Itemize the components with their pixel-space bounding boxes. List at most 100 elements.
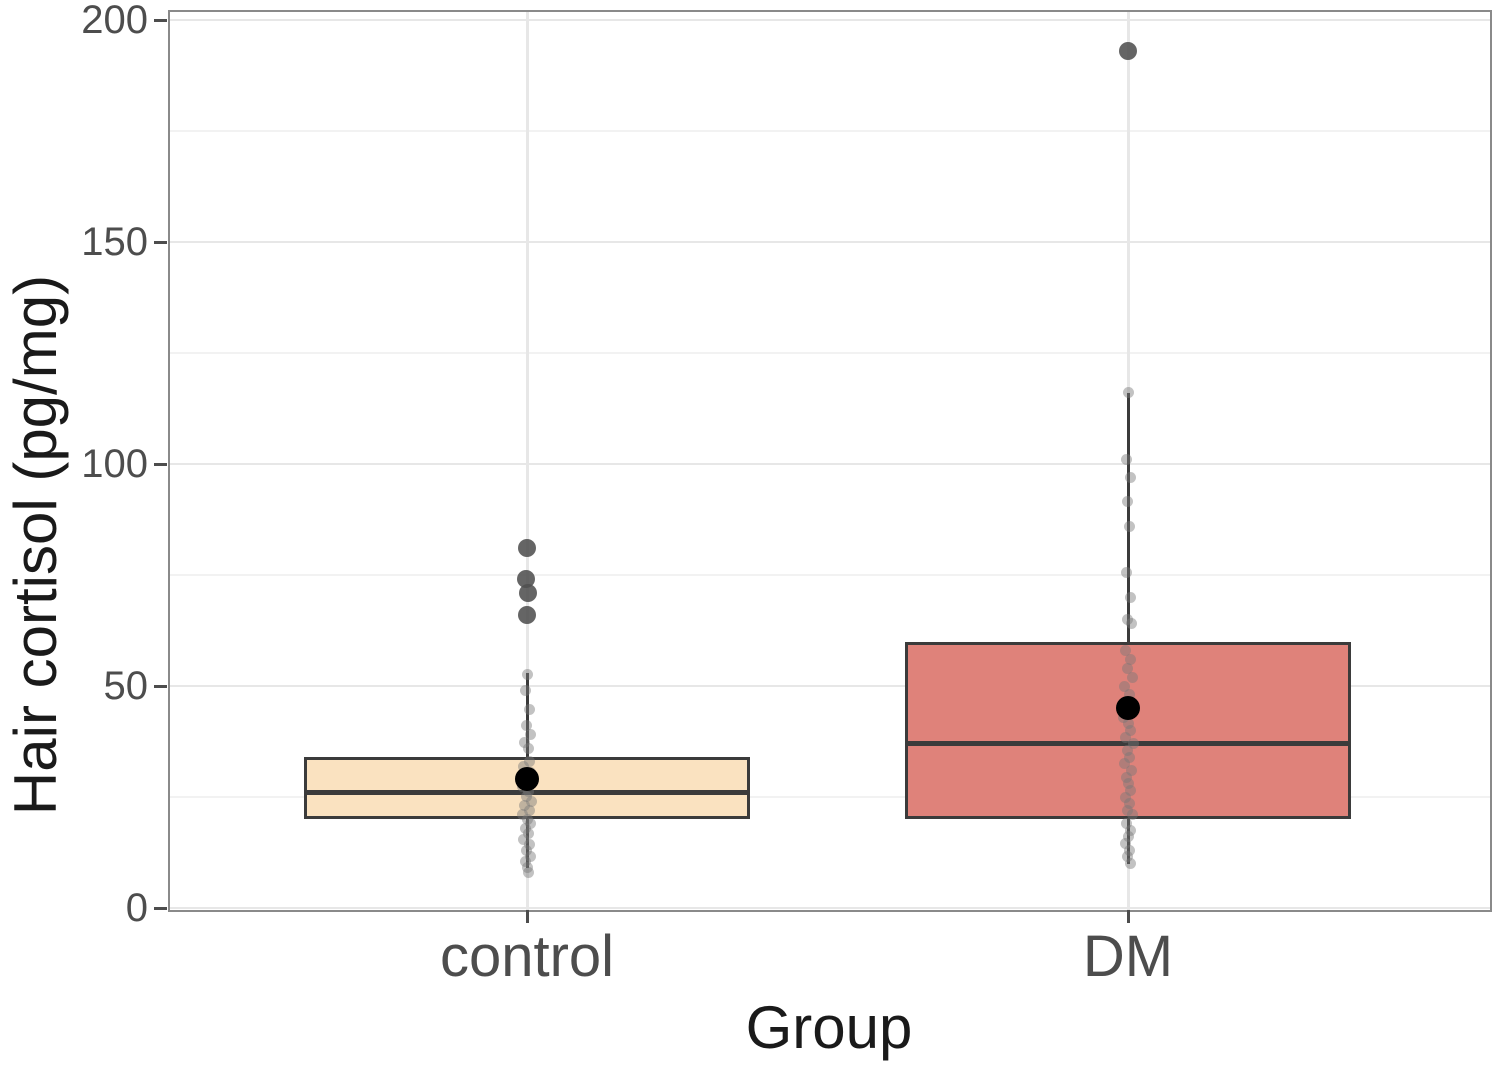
gridline-major	[168, 463, 1490, 465]
jitter-point	[1118, 758, 1130, 770]
jitter-point	[1126, 809, 1138, 821]
jitter-point	[1126, 671, 1138, 683]
jitter-point	[1120, 567, 1132, 579]
lower-whisker	[525, 819, 529, 869]
jitter-point	[521, 861, 533, 873]
x-axis-title: Group	[745, 994, 913, 1061]
jitter-point	[1122, 778, 1134, 790]
jitter-point	[522, 786, 534, 798]
median-line	[905, 741, 1351, 747]
jitter-point	[524, 818, 536, 830]
y-axis-tick	[154, 462, 167, 466]
jitter-point	[519, 684, 531, 696]
jitter-point	[524, 850, 536, 862]
lower-whisker	[1126, 819, 1130, 864]
jitter-point	[1121, 804, 1133, 816]
gridline-minor	[168, 130, 1490, 132]
jitter-point	[523, 839, 535, 851]
jitter-point	[522, 742, 534, 754]
jitter-point	[1121, 496, 1133, 508]
outlier-point	[519, 583, 537, 602]
jitter-point	[1123, 751, 1135, 763]
y-axis-tick	[154, 18, 167, 22]
jitter-point	[521, 813, 533, 825]
jitter-point	[1124, 858, 1136, 870]
upper-whisker	[1126, 392, 1130, 642]
panel-border	[168, 10, 1492, 912]
jitter-point	[520, 845, 532, 857]
jitter-point	[521, 669, 533, 681]
jitter-point	[1118, 680, 1130, 692]
jitter-point	[1124, 724, 1136, 736]
jitter-point	[522, 866, 534, 878]
jitter-point	[517, 761, 529, 773]
jitter-point	[518, 737, 530, 749]
jitter-point	[516, 809, 528, 821]
jitter-point	[1123, 844, 1135, 856]
jitter-point	[520, 791, 532, 803]
outlier-point	[518, 605, 536, 624]
y-axis-tick	[154, 906, 167, 910]
jitter-point	[1123, 798, 1135, 810]
jitter-point	[522, 827, 534, 839]
jitter-point	[1122, 718, 1134, 730]
jitter-point	[1124, 591, 1136, 603]
jitter-point	[1127, 738, 1139, 750]
gridline-major	[168, 241, 1490, 243]
jitter-point	[1120, 771, 1132, 783]
gridline-minor	[168, 352, 1490, 354]
mean-point	[515, 767, 539, 792]
y-axis-tick-label: 150	[81, 220, 148, 264]
jitter-point	[1121, 744, 1133, 756]
outlier-point	[1119, 42, 1137, 61]
y-axis-tick	[154, 240, 167, 244]
jitter-point	[525, 795, 537, 807]
jitter-point	[1124, 784, 1136, 796]
jitter-point	[1119, 791, 1131, 803]
jitter-point	[1119, 731, 1131, 743]
median-line	[304, 790, 750, 796]
y-axis-tick-label: 50	[103, 664, 149, 708]
jitter-point	[519, 822, 531, 834]
jitter-point	[1121, 662, 1133, 674]
gridline-major	[168, 907, 1490, 909]
jitter-point	[523, 755, 535, 767]
x-axis-tick-label-control: control	[439, 924, 615, 989]
jitter-point	[1120, 818, 1132, 830]
y-axis-tick	[154, 684, 167, 688]
gridline-major	[168, 19, 1490, 21]
x-axis-tick	[525, 910, 529, 923]
y-axis-tick-label: 0	[125, 886, 148, 930]
jitter-point	[524, 729, 536, 741]
jitter-point	[1119, 838, 1131, 850]
jitter-point	[1124, 471, 1136, 483]
y-axis-tick-label: 200	[81, 0, 148, 42]
outlier-point	[518, 539, 536, 558]
jitter-point	[518, 800, 530, 812]
gridline-major	[168, 685, 1490, 687]
mean-point	[1116, 696, 1140, 721]
jitter-point	[1125, 618, 1137, 630]
box-dm	[905, 641, 1351, 820]
jitter-point	[1122, 831, 1134, 843]
jitter-point	[520, 720, 532, 732]
jitter-point	[523, 704, 535, 716]
gridline-vertical	[525, 10, 529, 910]
x-axis-tick	[1126, 910, 1130, 923]
jitter-point	[523, 804, 535, 816]
upper-whisker	[525, 672, 529, 758]
jitter-point	[517, 833, 529, 845]
jitter-point	[519, 856, 531, 868]
jitter-point	[1123, 689, 1135, 701]
y-axis-tick-label: 100	[81, 442, 148, 486]
jitter-point	[1121, 851, 1133, 863]
x-axis-tick-label-dm: DM	[1082, 924, 1174, 989]
jitter-point	[1120, 454, 1132, 466]
y-axis-title: Hair cortisol (pg/mg)	[2, 274, 69, 816]
gridline-minor	[168, 574, 1490, 576]
gridline-minor	[168, 796, 1490, 798]
jitter-point	[1124, 824, 1136, 836]
